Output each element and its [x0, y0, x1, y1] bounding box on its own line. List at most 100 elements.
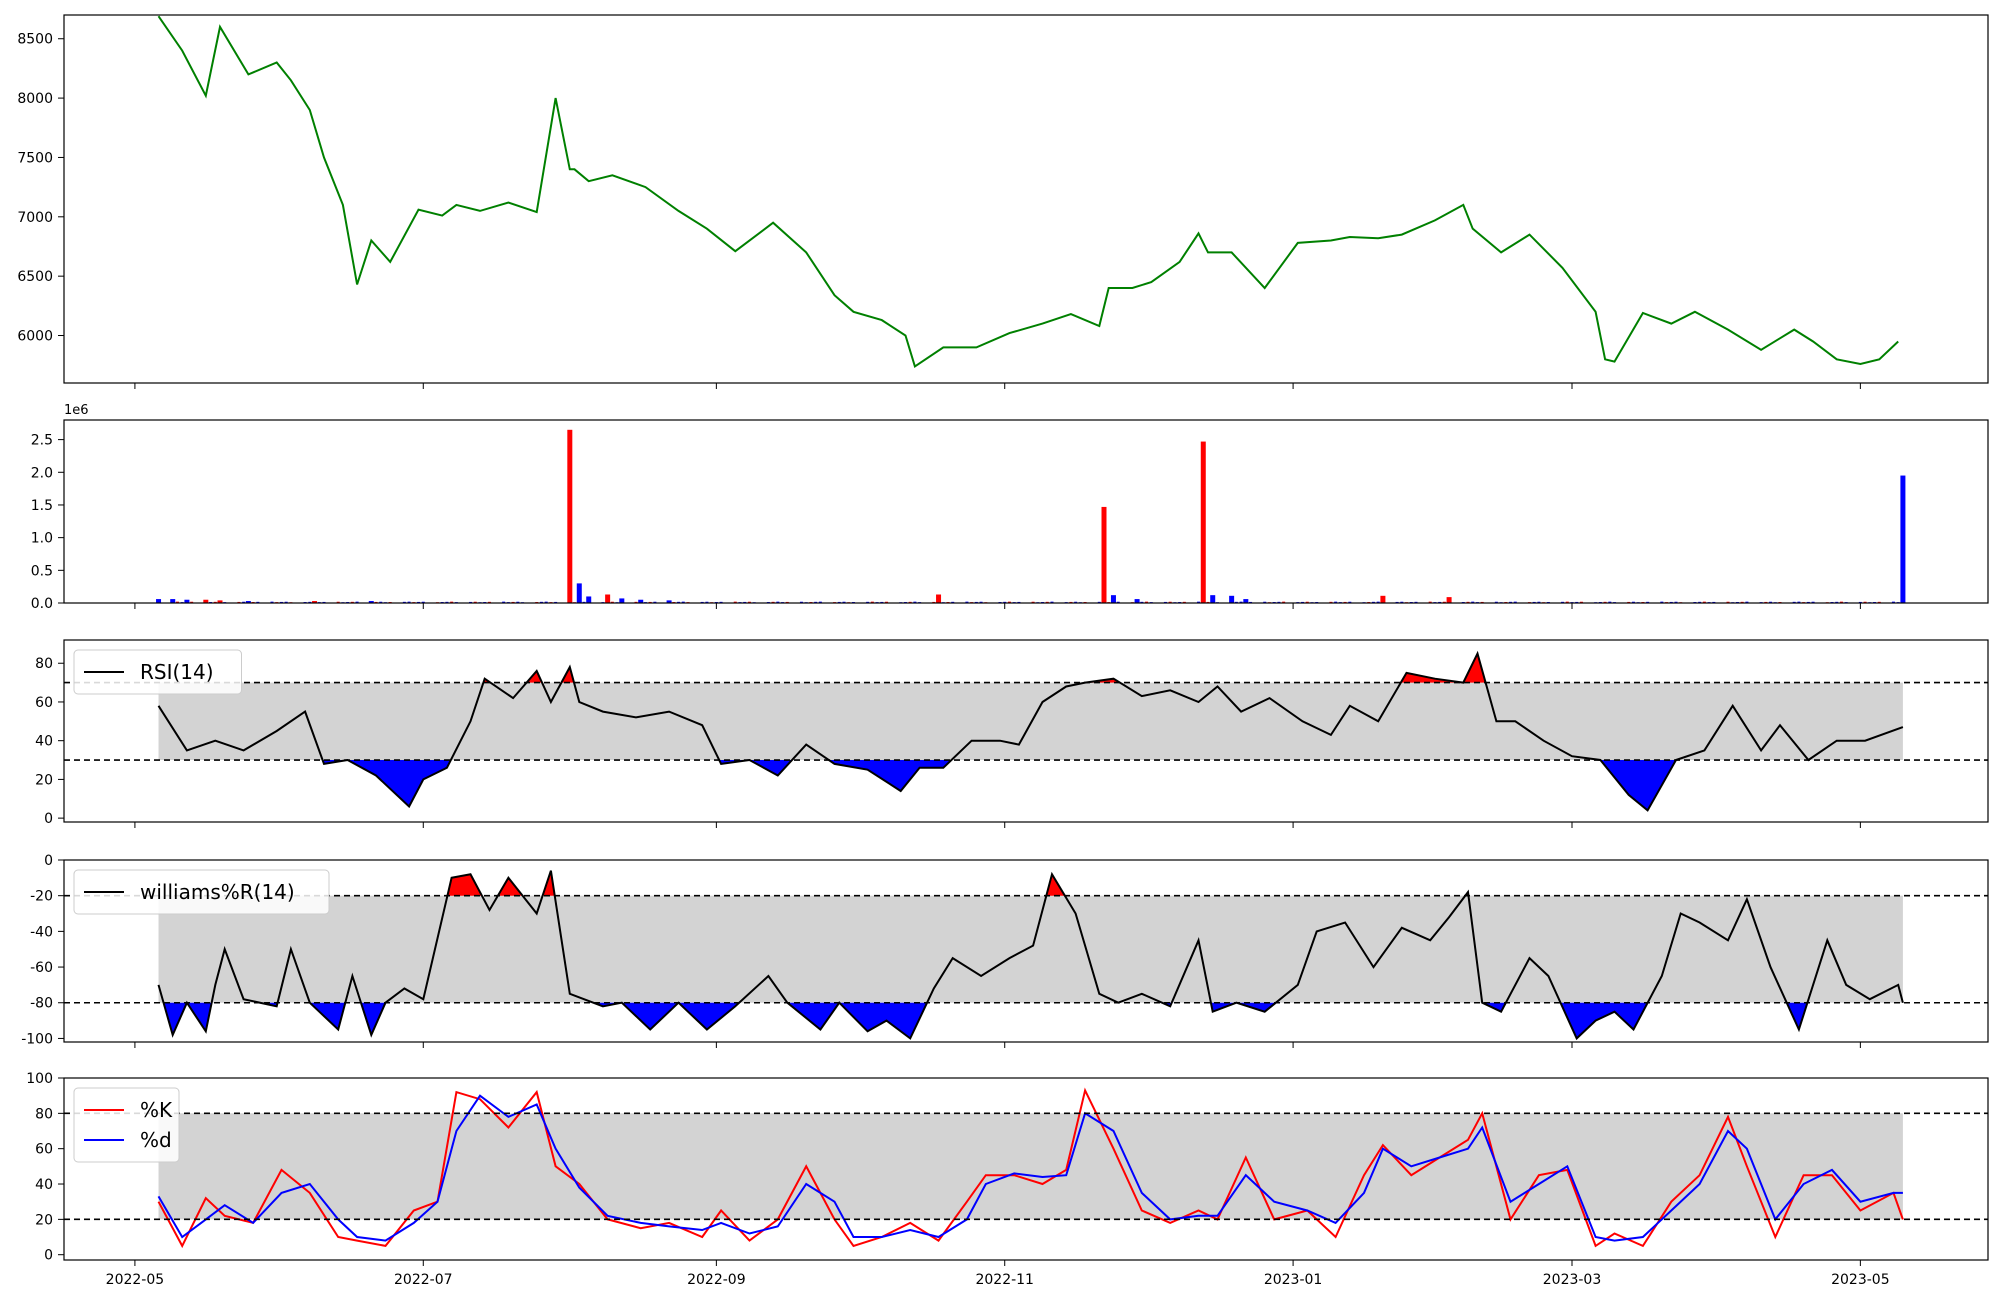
- volume-bar-small: [818, 601, 822, 603]
- x-tick-label: 2022-07: [394, 1272, 453, 1288]
- volume-bar: [170, 599, 176, 603]
- price-ytick-label: 8500: [17, 32, 53, 48]
- stochastic-series-d-line: [157, 1094, 1903, 1242]
- volume-bar-small: [473, 601, 477, 603]
- x-tick-label: 2022-09: [687, 1272, 746, 1288]
- williams-ytick-label: -100: [21, 1031, 53, 1047]
- x-tick-label: 2023-05: [1831, 1272, 1890, 1288]
- volume-bar-small: [407, 601, 411, 603]
- volume-bar-small: [355, 601, 359, 603]
- volume-bar: [1900, 475, 1906, 603]
- stochastic-legend-label: %K: [140, 1098, 173, 1122]
- volume-ytick-label: 2.0: [31, 465, 53, 481]
- volume-bar-small: [544, 601, 548, 603]
- volume-bar-small: [1726, 601, 1730, 603]
- volume-bar-small: [1282, 601, 1286, 603]
- volume-bar-small: [1839, 601, 1843, 603]
- williams-ytick-label: 0: [44, 853, 53, 869]
- volume-bar: [1446, 597, 1452, 603]
- volume-bar-small: [885, 601, 889, 603]
- rsi-oversold-fill: [322, 760, 451, 807]
- williams-overbought-fill: [497, 877, 523, 896]
- volume-ytick-label: 0.0: [31, 596, 53, 612]
- volume-bar-small: [1400, 601, 1404, 603]
- volume-bar-small: [516, 601, 520, 603]
- volume-bar-small: [1608, 601, 1612, 603]
- volume-bar-small: [1811, 601, 1815, 603]
- volume-bar: [245, 601, 251, 603]
- volume-bar-small: [1769, 601, 1773, 603]
- volume-bar-small: [870, 601, 874, 603]
- volume-bar-small: [242, 601, 246, 603]
- volume-bar-small: [1348, 601, 1352, 603]
- volume-bar: [217, 600, 223, 603]
- volume-bar-small: [1579, 601, 1583, 603]
- volume-bar-small: [1428, 601, 1432, 603]
- volume-bar: [576, 583, 582, 603]
- stochastic-series-k-line: [157, 1087, 1904, 1249]
- williams-oversold-fill: [309, 1002, 346, 1030]
- rsi-ytick-label: 80: [35, 656, 53, 672]
- volume-bar-small: [284, 601, 288, 603]
- x-tick-label: 2022-05: [106, 1272, 165, 1288]
- volume-bar-small: [1513, 601, 1517, 603]
- rsi-legend-box: [73, 649, 242, 695]
- volume-bar-small: [1168, 601, 1172, 603]
- volume-bar: [619, 598, 625, 603]
- williams-ytick-label: -60: [30, 960, 53, 976]
- stochastic-ytick-label: 60: [35, 1142, 53, 1158]
- volume-bar-small: [913, 601, 917, 603]
- volume-ytick-label: 1.5: [31, 498, 53, 514]
- volume-bar-small: [1197, 601, 1201, 603]
- volume-bar: [1134, 599, 1140, 603]
- williams-oversold-fill: [1560, 1002, 1648, 1039]
- volume-bar: [1210, 595, 1216, 603]
- volume-bar-small: [979, 601, 983, 603]
- volume-bar-small: [1031, 601, 1035, 603]
- volume-bar-small: [965, 601, 969, 603]
- williams-oversold-fill: [361, 1002, 386, 1035]
- stochastic-ytick-label: 40: [35, 1177, 53, 1193]
- volume-bar-small: [379, 601, 383, 603]
- rsi-oversold-fill: [828, 760, 952, 791]
- stochastic-panel-frame: [63, 1077, 1989, 1261]
- volume-bar: [666, 600, 672, 603]
- volume-bar: [1380, 595, 1386, 603]
- volume-bar: [1200, 441, 1206, 603]
- williams-ytick-label: -20: [30, 889, 53, 905]
- price-ytick-label: 6500: [17, 269, 53, 285]
- stochastic-legend: %K %d: [73, 1087, 180, 1163]
- volume-bar-small: [175, 601, 179, 603]
- x-tick-label: 2023-01: [1264, 1272, 1323, 1288]
- volume-bar: [184, 599, 190, 603]
- rsi-ytick-label: 20: [35, 772, 53, 788]
- volume-bar-small: [842, 601, 846, 603]
- volume-bar-small: [190, 601, 194, 603]
- stochastic-ytick-label: 80: [35, 1106, 53, 1122]
- rsi-overbought-fill: [526, 671, 542, 683]
- volume-bar-small: [1305, 601, 1309, 603]
- volume-bar-small: [450, 601, 454, 603]
- volume-bar-small: [270, 601, 274, 603]
- volume-bar-small: [1263, 601, 1267, 603]
- price-panel-frame: [63, 14, 1989, 384]
- volume-bar-small: [776, 601, 780, 603]
- volume-bar-small: [681, 601, 685, 603]
- volume-bar-small: [1660, 601, 1664, 603]
- volume-bar-small: [1494, 601, 1498, 603]
- volume-bar-small: [1050, 601, 1054, 603]
- stochastic-band: [158, 1113, 1903, 1220]
- volume-bar-small: [1891, 601, 1895, 603]
- volume-bar-small: [1745, 601, 1749, 603]
- volume-bar-small: [502, 601, 506, 603]
- rsi-oversold-fill: [1600, 760, 1676, 811]
- volume-bar-small: [1074, 601, 1078, 603]
- stochastic-ytick-label: 20: [35, 1212, 53, 1228]
- williams-legend-box: [73, 869, 330, 915]
- rsi-ytick-label: 40: [35, 734, 53, 750]
- volume-bar: [605, 594, 611, 603]
- williams-legend-label: williams%R(14): [140, 880, 295, 904]
- volume-bar: [1110, 595, 1116, 603]
- volume-bar-small: [1537, 601, 1541, 603]
- stochastic-legend-box: [73, 1087, 180, 1163]
